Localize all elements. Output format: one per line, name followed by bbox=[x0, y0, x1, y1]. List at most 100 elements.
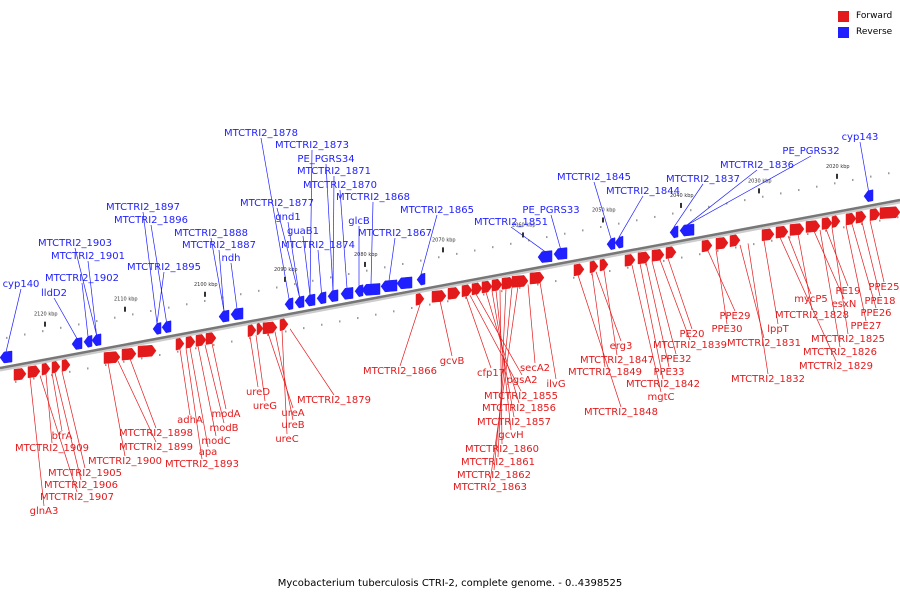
forward-gene-arrow[interactable] bbox=[175, 337, 185, 351]
reverse-gene-arrow[interactable] bbox=[294, 295, 305, 309]
reverse-gene-arrow[interactable] bbox=[361, 283, 381, 296]
forward-gene-arrow[interactable] bbox=[624, 254, 636, 267]
reverse-gene-arrow[interactable] bbox=[553, 247, 568, 260]
forward-gene-arrow[interactable] bbox=[589, 260, 599, 274]
forward-gene-arrow[interactable] bbox=[821, 217, 833, 230]
reverse-gene-arrow[interactable] bbox=[230, 307, 244, 321]
forward-gene-arrow[interactable] bbox=[262, 321, 278, 335]
forward-gene-arrow[interactable] bbox=[529, 271, 545, 285]
forward-gene-arrow[interactable] bbox=[831, 215, 841, 229]
forward-gene-arrow[interactable] bbox=[701, 239, 713, 253]
gene-label: MTCTRI2_1851 bbox=[474, 217, 548, 228]
gene-label: MTCTRI2_1893 bbox=[165, 459, 239, 470]
forward-gene-arrow[interactable] bbox=[481, 280, 493, 294]
reverse-gene-arrow[interactable] bbox=[71, 337, 83, 350]
scale-tick bbox=[602, 217, 604, 223]
reverse-gene-arrow[interactable] bbox=[863, 189, 874, 202]
reverse-gene-arrow[interactable] bbox=[340, 287, 354, 300]
forward-gene-arrow[interactable] bbox=[869, 208, 881, 221]
reverse-gene-arrow[interactable] bbox=[152, 322, 162, 335]
tick-dot bbox=[447, 300, 449, 303]
reverse-gene-arrow[interactable] bbox=[614, 235, 624, 249]
forward-gene-arrow[interactable] bbox=[121, 347, 137, 361]
legend-reverse: Reverse bbox=[838, 24, 892, 40]
forward-gene-arrow[interactable] bbox=[256, 322, 264, 336]
forward-gene-arrow[interactable] bbox=[41, 362, 51, 376]
forward-gene-arrow[interactable] bbox=[27, 365, 41, 379]
tick-dot bbox=[798, 189, 800, 192]
forward-gene-arrow[interactable] bbox=[415, 293, 425, 306]
gene-label: MTCTRI2_1877 bbox=[240, 198, 314, 209]
forward-gene-arrow[interactable] bbox=[185, 336, 196, 349]
reverse-gene-arrow[interactable] bbox=[606, 237, 616, 250]
reverse-gene-arrow[interactable] bbox=[161, 320, 172, 334]
forward-gene-arrow[interactable] bbox=[247, 324, 257, 338]
reverse-gene-arrow[interactable] bbox=[83, 334, 93, 348]
track-shadow bbox=[0, 200, 900, 372]
forward-gene-arrow[interactable] bbox=[103, 351, 121, 364]
reverse-gene-arrow[interactable] bbox=[284, 297, 294, 311]
gene-features[interactable] bbox=[0, 189, 900, 381]
forward-gene-arrow[interactable] bbox=[195, 334, 207, 347]
tick-dot bbox=[825, 229, 827, 232]
forward-gene-arrow[interactable] bbox=[461, 284, 473, 298]
forward-gene-arrow[interactable] bbox=[729, 234, 741, 248]
forward-gene-arrow[interactable] bbox=[637, 251, 651, 265]
forward-gene-arrow[interactable] bbox=[61, 359, 71, 372]
forward-gene-arrow[interactable] bbox=[511, 275, 529, 288]
forward-gene-arrow[interactable] bbox=[471, 282, 483, 296]
forward-gene-arrow[interactable] bbox=[51, 361, 61, 374]
reverse-gene-arrow[interactable] bbox=[327, 289, 339, 303]
reverse-gene-arrow[interactable] bbox=[218, 309, 230, 323]
forward-gene-arrow[interactable] bbox=[431, 290, 447, 303]
forward-gene-arrow[interactable] bbox=[573, 263, 585, 277]
reverse-gene-arrow[interactable] bbox=[91, 333, 102, 347]
gene-label: adhA bbox=[177, 415, 203, 426]
reverse-gene-arrow[interactable] bbox=[396, 276, 413, 290]
forward-swatch bbox=[838, 10, 849, 22]
reverse-gene-arrow[interactable] bbox=[416, 272, 426, 286]
forward-gene-arrow[interactable] bbox=[879, 206, 900, 219]
forward-gene-arrow[interactable] bbox=[761, 228, 775, 242]
reverse-gene-arrow[interactable] bbox=[0, 350, 13, 364]
tick-dot bbox=[384, 266, 386, 269]
forward-gene-arrow[interactable] bbox=[599, 258, 609, 272]
reverse-gene-arrow[interactable] bbox=[679, 223, 695, 237]
forward-gene-arrow[interactable] bbox=[447, 287, 461, 300]
scale-label: 2020 kbp bbox=[826, 164, 850, 170]
forward-gene-arrow[interactable] bbox=[13, 368, 27, 381]
reverse-gene-arrow[interactable] bbox=[380, 279, 398, 293]
forward-gene-arrow[interactable] bbox=[805, 220, 821, 233]
label-leader bbox=[51, 373, 63, 432]
reverse-gene-arrow[interactable] bbox=[354, 284, 364, 298]
gene-label: MTCTRI2_1879 bbox=[297, 395, 371, 406]
label-leader bbox=[197, 345, 217, 437]
label-leader bbox=[302, 235, 311, 296]
label-leader bbox=[117, 360, 157, 443]
forward-gene-arrow[interactable] bbox=[651, 249, 665, 262]
track-line bbox=[0, 198, 900, 370]
gene-label: PE_PGRS34 bbox=[297, 154, 354, 165]
scale-label: 2080 kbp bbox=[354, 252, 378, 258]
label-leader bbox=[276, 207, 300, 298]
forward-gene-arrow[interactable] bbox=[845, 212, 857, 226]
tick-dot bbox=[105, 364, 107, 367]
forward-gene-arrow[interactable] bbox=[855, 210, 867, 224]
forward-gene-arrow[interactable] bbox=[715, 237, 729, 250]
forward-gene-arrow[interactable] bbox=[789, 223, 805, 236]
forward-gene-arrow[interactable] bbox=[279, 318, 289, 332]
reverse-gene-arrow[interactable] bbox=[537, 250, 553, 263]
reverse-gene-arrow[interactable] bbox=[316, 291, 327, 305]
gene-label: PE20 bbox=[679, 329, 704, 340]
gene-label: ilvG bbox=[546, 379, 565, 390]
reverse-gene-arrow[interactable] bbox=[304, 293, 316, 307]
scale-tick bbox=[124, 306, 126, 312]
gene-label: mycP5 bbox=[794, 294, 828, 305]
forward-gene-arrow[interactable] bbox=[491, 278, 503, 292]
tick-dot bbox=[258, 289, 260, 292]
reverse-gene-arrow[interactable] bbox=[669, 225, 679, 239]
forward-gene-arrow[interactable] bbox=[775, 225, 789, 239]
forward-gene-arrow[interactable] bbox=[137, 344, 157, 358]
forward-gene-arrow[interactable] bbox=[205, 332, 217, 345]
forward-gene-arrow[interactable] bbox=[665, 246, 677, 259]
